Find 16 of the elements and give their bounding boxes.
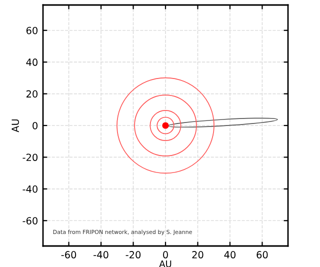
y-tick-label: 60: [26, 26, 38, 34]
y-tick-label: 40: [26, 58, 38, 66]
x-tick-label: 40: [224, 251, 236, 258]
x-tick-label: -20: [126, 251, 141, 258]
y-tick-label: 20: [26, 90, 38, 98]
x-tick-label: -40: [94, 251, 108, 258]
x-tick-label: 60: [256, 251, 268, 258]
y-tick-label: -20: [22, 154, 38, 162]
x-tick-label: 0: [163, 251, 168, 258]
y-tick-label: -60: [22, 217, 38, 224]
y-axis-title: AU: [12, 119, 19, 132]
y-tick-label: 0: [32, 122, 38, 130]
x-axis-title: AU: [159, 260, 172, 267]
x-tick-label: -60: [61, 251, 76, 258]
x-tick-label: 20: [192, 251, 204, 258]
y-tick-label: -40: [22, 185, 38, 193]
